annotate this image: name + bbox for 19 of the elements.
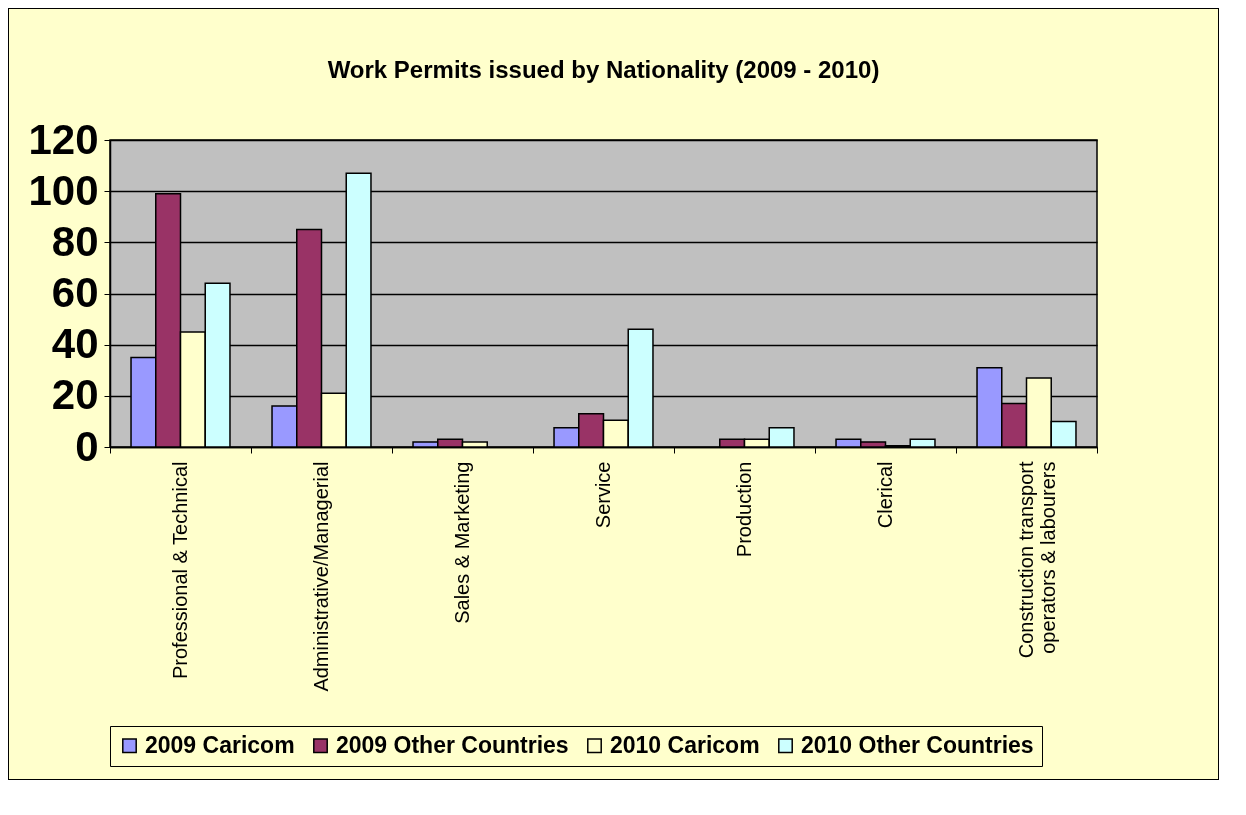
y-tick-label: 80 — [51, 217, 99, 265]
chart-title: Work Permits issued by Nationality (2009 - 2010) — [327, 56, 880, 83]
y-tick-label: 20 — [51, 371, 99, 419]
x-tick-label: Sales & Marketing — [451, 461, 473, 624]
legend-label: 2010 Caricom — [610, 731, 760, 758]
legend-label: 2009 Other Countries — [336, 731, 569, 758]
y-tick-label: 40 — [51, 320, 99, 368]
y-tick-label: 60 — [51, 269, 99, 316]
x-tick-label: Clerical — [874, 461, 896, 529]
x-tick-label: Professional & Technical — [169, 461, 191, 680]
x-tick-label: Administrative/Managerial — [310, 461, 332, 692]
y-tick-label: 120 — [28, 115, 99, 163]
x-tick-label: Construction transport operators & labourers — [1015, 461, 1059, 659]
x-tick-label: Service — [592, 461, 614, 529]
legend-label: 2010 Other Countries — [801, 731, 1034, 758]
y-tick-label: 0 — [75, 422, 99, 470]
x-tick-label: Production — [733, 461, 755, 558]
legend-label: 2009 Caricom — [145, 731, 295, 758]
y-tick-label: 100 — [28, 166, 99, 214]
